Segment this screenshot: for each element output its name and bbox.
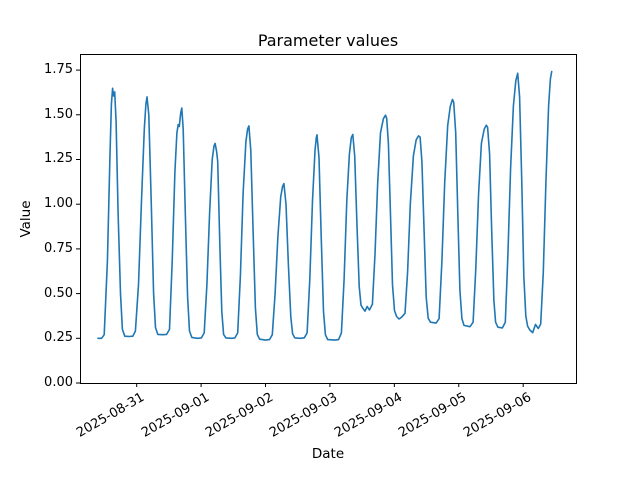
y-tick-label: 1.50	[44, 106, 73, 122]
chart-title: Parameter values	[257, 31, 399, 50]
x-axis-title: Date	[311, 446, 345, 462]
y-tick-label: 0.75	[44, 240, 73, 256]
plot-area	[80, 54, 577, 384]
y-tick-label: 0.50	[44, 285, 73, 301]
y-tick-label: 0.00	[44, 375, 73, 390]
y-tick-label: 1.75	[44, 62, 73, 78]
line-series	[97, 70, 553, 341]
y-tick-label: 0.25	[44, 330, 73, 346]
y-axis-title: Value	[18, 200, 34, 238]
y-tick-label: 1.00	[44, 196, 73, 212]
y-tick-label: 1.25	[44, 151, 73, 167]
